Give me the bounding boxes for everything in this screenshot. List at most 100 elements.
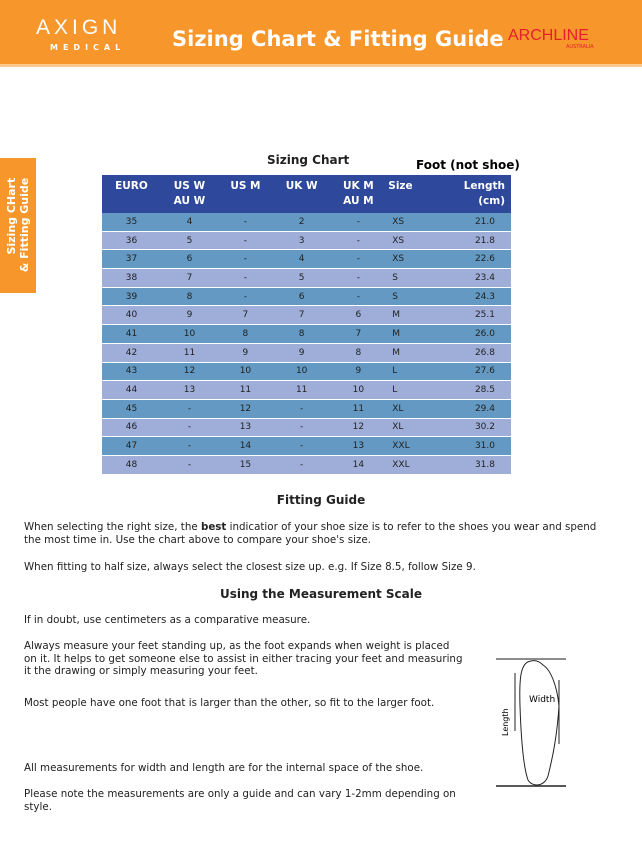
table-cell: 3 bbox=[272, 231, 331, 251]
measure-p2: Always measure your feet standing up, as… bbox=[24, 640, 463, 677]
table-cell: 7 bbox=[160, 268, 218, 288]
column-header: US M bbox=[217, 175, 273, 213]
table-cell: 48 bbox=[102, 455, 161, 475]
table-cell: - bbox=[272, 455, 331, 475]
table-cell: 44 bbox=[102, 380, 161, 400]
fitting-p2: When fitting to half size, always select… bbox=[24, 561, 476, 573]
header-banner: AXIGN MEDICAL Sizing Chart & Fitting Gui… bbox=[0, 0, 642, 64]
table-cell: 9 bbox=[272, 343, 331, 363]
table-row: 43 12 10 10 9 L 27.6 bbox=[102, 362, 511, 382]
table-cell: 8 bbox=[160, 287, 218, 307]
table-cell: M bbox=[386, 324, 432, 344]
table-cell: 6 bbox=[330, 305, 387, 326]
table-row: 36 5-3- XS 21.8 bbox=[102, 231, 511, 251]
table-cell: 47 bbox=[102, 436, 161, 456]
table-cell: 4 bbox=[272, 249, 331, 270]
table-cell: - bbox=[160, 436, 218, 456]
table-row: 35 4-2- XS 21.0 bbox=[102, 213, 511, 232]
table-cell: S bbox=[386, 287, 432, 307]
archline-logo-sub: AUSTRALIA bbox=[566, 44, 594, 50]
table-cell: M bbox=[386, 343, 432, 363]
side-tab: Sizing CHart & Fitting Guide bbox=[0, 158, 36, 293]
table-cell: XL bbox=[386, 399, 432, 419]
table-row: 40 9 7 7 6 M 25.1 bbox=[102, 305, 511, 326]
table-cell: 10 bbox=[330, 380, 387, 400]
table-cell: 10 bbox=[160, 324, 218, 344]
measurement-title: Using the Measurement Scale bbox=[219, 587, 423, 601]
column-header: UK M AU M bbox=[330, 175, 387, 213]
table-cell: - bbox=[330, 231, 387, 251]
table-cell: 45 bbox=[102, 399, 161, 419]
axign-logo: AXIGN bbox=[36, 16, 122, 39]
table-row: 38 7-5- S 23.4 bbox=[102, 268, 511, 288]
table-cell: XL bbox=[386, 418, 432, 438]
table-cell: 31.0 bbox=[431, 436, 511, 456]
table-cell: 10 bbox=[272, 362, 331, 382]
table-cell: 14 bbox=[217, 436, 273, 456]
measure-p5: Please note the measurements are only a … bbox=[24, 788, 456, 813]
table-cell: 9 bbox=[160, 305, 218, 326]
table-cell: 37 bbox=[102, 249, 161, 270]
table-cell: 41 bbox=[102, 324, 161, 344]
width-label: Width bbox=[529, 695, 555, 705]
sizing-table: EURO US W AU W US M UK W UK M AU M Size Length (c… bbox=[102, 175, 511, 475]
table-cell: S bbox=[386, 268, 432, 288]
table-cell: 5 bbox=[272, 268, 331, 288]
table-cell: 21.0 bbox=[431, 213, 511, 232]
table-row: 42 11 9 9 8 M 26.8 bbox=[102, 343, 511, 363]
side-tab-line2: & Fitting Guide bbox=[18, 177, 31, 273]
table-row: 45-12-11 XL 29.4 bbox=[102, 399, 511, 419]
measure-p3: Most people have one foot that is larger… bbox=[24, 697, 435, 709]
table-row: 41 10 8 8 7 M 26.0 bbox=[102, 324, 511, 344]
table-cell: XXL bbox=[386, 455, 432, 475]
table-cell: 12 bbox=[330, 418, 387, 438]
table-cell: L bbox=[386, 380, 432, 400]
page-title: Sizing Chart & Fitting Guide bbox=[172, 27, 504, 51]
table-cell: - bbox=[330, 268, 387, 288]
table-cell: 11 bbox=[330, 399, 387, 419]
table-cell: - bbox=[217, 287, 273, 307]
table-cell: M bbox=[386, 305, 432, 326]
table-cell: 13 bbox=[217, 418, 273, 438]
length-label: Length bbox=[501, 708, 510, 736]
table-cell: 31.8 bbox=[431, 455, 511, 475]
table-cell: 11 bbox=[217, 380, 273, 400]
table-cell: 26.0 bbox=[431, 324, 511, 344]
table-cell: 38 bbox=[102, 268, 161, 288]
table-cell: - bbox=[330, 287, 387, 307]
table-cell: 2 bbox=[272, 213, 331, 232]
table-cell: 30.2 bbox=[431, 418, 511, 438]
fitting-p1: When selecting the right size, the best … bbox=[24, 521, 597, 546]
table-cell: 4 bbox=[160, 213, 218, 232]
table-cell: - bbox=[217, 268, 273, 288]
table-cell: 35 bbox=[102, 213, 161, 232]
table-cell: 29.4 bbox=[431, 399, 511, 419]
archline-logo: ARCHLINE bbox=[508, 27, 589, 44]
table-cell: - bbox=[272, 436, 331, 456]
table-cell: 28.5 bbox=[431, 380, 511, 400]
table-cell: 25.1 bbox=[431, 305, 511, 326]
table-cell: 13 bbox=[160, 380, 218, 400]
header-divider bbox=[0, 64, 642, 67]
table-row: 47-14-13 XXL 31.0 bbox=[102, 436, 511, 456]
table-cell: 46 bbox=[102, 418, 161, 438]
foot-outline bbox=[519, 660, 560, 786]
table-cell: 36 bbox=[102, 231, 161, 251]
table-cell: - bbox=[272, 399, 331, 419]
table-cell: 7 bbox=[330, 324, 387, 344]
table-cell: 42 bbox=[102, 343, 161, 363]
foot-measure-diagram: Width Length bbox=[496, 658, 566, 787]
table-cell: - bbox=[330, 249, 387, 270]
table-cell: 7 bbox=[217, 305, 273, 326]
measure-p1: If in doubt, use centimeters as a compar… bbox=[24, 614, 311, 626]
measure-p4: All measurements for width and length ar… bbox=[24, 762, 424, 774]
table-cell: 43 bbox=[102, 362, 161, 382]
fitting-guide-title: Fitting Guide bbox=[276, 493, 366, 507]
column-header: US W AU W bbox=[160, 175, 218, 213]
table-cell: 8 bbox=[272, 324, 331, 344]
table-cell: - bbox=[330, 213, 387, 232]
table-cell: 6 bbox=[272, 287, 331, 307]
table-cell: 11 bbox=[160, 343, 218, 363]
table-cell: 6 bbox=[160, 249, 218, 270]
table-cell: 40 bbox=[102, 305, 161, 326]
